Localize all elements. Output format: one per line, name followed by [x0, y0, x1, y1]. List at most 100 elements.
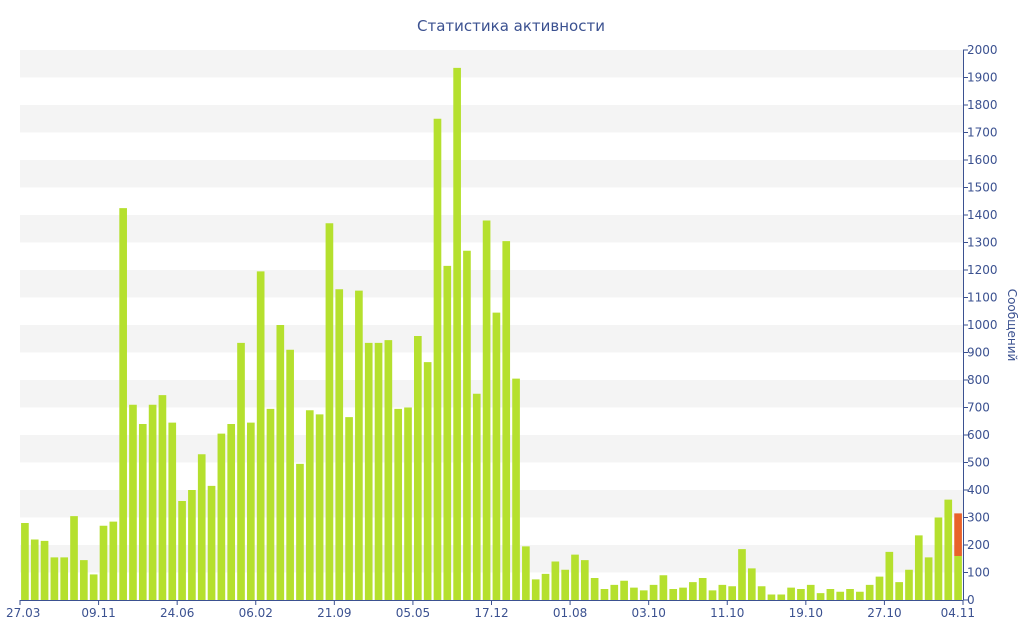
bar — [99, 525, 108, 600]
bar — [364, 342, 373, 600]
y-axis-title: Сообщений — [1005, 289, 1019, 362]
bar — [895, 582, 903, 600]
bar — [914, 535, 923, 600]
bar — [522, 546, 530, 600]
bar — [148, 404, 157, 600]
bar — [856, 591, 864, 600]
y-tick-label: 900 — [967, 346, 990, 360]
bar — [531, 579, 540, 600]
x-tick-label: 06.02 — [239, 606, 273, 620]
bar — [728, 586, 736, 600]
grid-band — [20, 490, 963, 518]
bar — [89, 574, 98, 600]
bar — [826, 589, 835, 600]
bar — [767, 594, 776, 600]
bar — [178, 501, 186, 600]
bar — [433, 118, 442, 600]
bar — [30, 539, 39, 600]
y-tick-label: 1800 — [967, 98, 998, 112]
bar — [924, 557, 933, 600]
bar — [394, 408, 403, 600]
bar — [905, 569, 913, 600]
bar — [423, 362, 432, 600]
bar — [60, 557, 69, 600]
x-tick-label: 27.10 — [867, 606, 901, 620]
bar — [188, 490, 196, 600]
x-tick-label: 01.08 — [553, 606, 587, 620]
bar — [256, 271, 265, 600]
y-tick-label: 1200 — [967, 263, 998, 277]
bar — [296, 463, 304, 600]
bar — [698, 578, 707, 600]
x-tick-label: 27.03 — [6, 606, 40, 620]
x-tick-label: 05.05 — [396, 606, 430, 620]
y-tick-label: 800 — [967, 373, 990, 387]
bar — [954, 556, 962, 600]
bar — [571, 554, 579, 600]
bar — [109, 521, 118, 600]
bar — [305, 410, 314, 600]
bar — [119, 208, 127, 600]
grid-band — [20, 105, 963, 133]
x-tick-label: 03.10 — [631, 606, 665, 620]
bar — [413, 336, 422, 600]
bar — [40, 540, 49, 600]
bar — [207, 485, 216, 600]
y-tick-label: 1600 — [967, 153, 998, 167]
y-tick-label: 1500 — [967, 181, 998, 195]
bar — [374, 342, 383, 600]
y-tick-label: 0 — [967, 593, 975, 607]
grid-band — [20, 215, 963, 243]
bar — [846, 589, 854, 600]
bar — [345, 417, 353, 600]
bar — [679, 587, 687, 600]
grid-band — [20, 380, 963, 408]
bar — [472, 393, 481, 600]
bar — [158, 395, 167, 600]
bar — [816, 593, 825, 600]
bar — [620, 580, 628, 600]
bar — [806, 584, 815, 600]
bar — [50, 557, 59, 600]
bar — [492, 312, 501, 600]
grid-band — [20, 545, 963, 573]
bar — [541, 573, 550, 600]
x-tick-label: 04.11 — [941, 606, 975, 620]
y-tick-label: 1700 — [967, 126, 998, 140]
bar — [747, 568, 756, 600]
bar — [787, 587, 795, 600]
bar — [443, 265, 452, 600]
bar — [502, 241, 511, 600]
bars-group — [21, 67, 962, 600]
bar — [227, 424, 236, 600]
bar — [286, 349, 294, 600]
bar — [797, 589, 805, 600]
bar — [934, 517, 943, 600]
grid-band — [20, 325, 963, 353]
bar — [610, 584, 619, 600]
bar — [718, 584, 727, 600]
grid-band — [20, 270, 963, 298]
x-tick-label: 09.11 — [81, 606, 115, 620]
bar — [600, 589, 609, 600]
y-tick-label: 500 — [967, 456, 990, 470]
bar — [551, 561, 560, 600]
bar — [482, 220, 491, 600]
y-tick-label: 600 — [967, 428, 990, 442]
bar — [453, 67, 461, 600]
y-tick-label: 100 — [967, 566, 990, 580]
bar — [276, 325, 285, 600]
bar — [512, 378, 520, 600]
bar — [561, 569, 570, 600]
y-tick-label: 1300 — [967, 236, 998, 250]
bar — [335, 289, 344, 600]
bar — [80, 560, 88, 600]
bar — [885, 551, 894, 600]
bar — [463, 250, 471, 600]
bar — [247, 422, 255, 600]
x-tick-label: 19.10 — [789, 606, 823, 620]
bar — [404, 407, 412, 600]
bar — [138, 424, 147, 600]
